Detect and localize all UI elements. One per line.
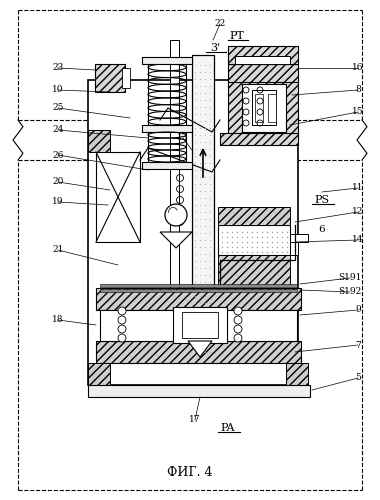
Text: PA: PA [221, 423, 235, 433]
Bar [228, 80, 298, 135]
Text: 5: 5 [355, 374, 361, 382]
Text: 11: 11 [352, 184, 364, 192]
Text: 8: 8 [355, 86, 361, 94]
Bar [235, 56, 290, 64]
Bar [170, 40, 179, 360]
Circle shape [234, 325, 242, 333]
Text: 25: 25 [52, 104, 64, 112]
Bar [192, 55, 214, 360]
Bar [286, 363, 308, 385]
Bar [290, 234, 308, 242]
Bar [182, 312, 218, 338]
Bar [228, 64, 298, 82]
Text: 12: 12 [352, 208, 364, 216]
Text: S192: S192 [338, 288, 362, 296]
Bar [95, 64, 125, 92]
Text: 23: 23 [52, 64, 63, 72]
Text: S191: S191 [338, 274, 362, 282]
Text: PT: PT [230, 31, 244, 41]
Circle shape [165, 204, 187, 226]
Bar [142, 57, 192, 64]
Text: 13: 13 [177, 134, 189, 142]
Bar [255, 94, 263, 122]
Text: 26: 26 [52, 150, 64, 160]
Text: 10: 10 [52, 86, 64, 94]
Bar [100, 310, 297, 341]
Text: 20: 20 [52, 178, 64, 186]
Bar [218, 225, 290, 255]
Polygon shape [160, 232, 192, 248]
Bar [142, 125, 192, 132]
Bar [88, 130, 110, 152]
Bar [242, 84, 286, 132]
Bar [88, 385, 310, 397]
Circle shape [118, 334, 126, 342]
Bar [96, 341, 301, 363]
Text: 16: 16 [352, 64, 364, 72]
Text: 9: 9 [355, 306, 361, 314]
Circle shape [118, 316, 126, 324]
Text: ФИГ. 4: ФИГ. 4 [167, 466, 213, 478]
Text: 18: 18 [52, 316, 64, 324]
Circle shape [118, 307, 126, 315]
Text: 22: 22 [214, 20, 226, 28]
Text: 15: 15 [352, 108, 364, 116]
Bar [218, 255, 290, 285]
Text: 3': 3' [210, 43, 220, 53]
Bar [88, 80, 298, 385]
Bar [88, 363, 110, 385]
Text: 7: 7 [355, 340, 361, 349]
Bar [228, 46, 298, 64]
Circle shape [234, 334, 242, 342]
Text: 19: 19 [52, 198, 64, 206]
Circle shape [234, 307, 242, 315]
Bar [96, 152, 140, 242]
Bar [252, 90, 276, 125]
Text: 17: 17 [189, 416, 201, 424]
Bar [218, 207, 290, 225]
Polygon shape [188, 341, 212, 357]
Bar [122, 68, 130, 88]
Bar [100, 289, 297, 292]
Circle shape [234, 316, 242, 324]
Text: 14: 14 [352, 236, 364, 244]
Text: 21: 21 [52, 246, 64, 254]
Bar [142, 162, 192, 169]
Text: PS: PS [314, 195, 329, 205]
Bar [268, 94, 276, 122]
Text: 24: 24 [52, 126, 64, 134]
Bar [100, 284, 297, 287]
Bar [220, 133, 298, 145]
Bar [290, 235, 298, 255]
Bar [173, 307, 227, 343]
Circle shape [118, 325, 126, 333]
Bar [96, 288, 301, 310]
Text: 6: 6 [319, 226, 325, 234]
